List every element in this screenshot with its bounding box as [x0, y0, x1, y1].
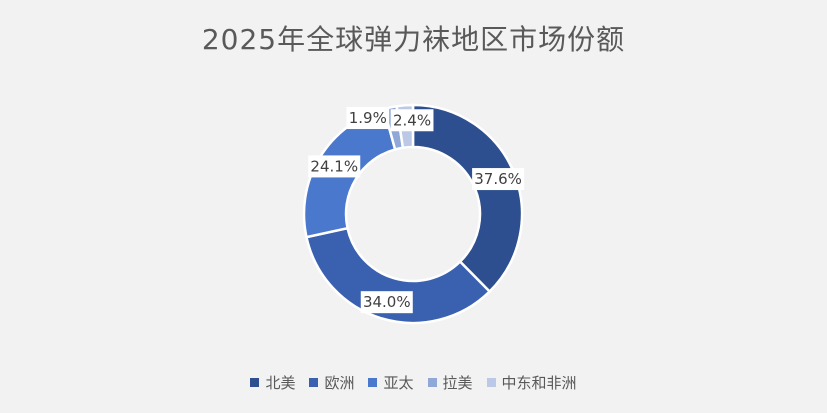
- legend-label: 欧洲: [324, 374, 355, 392]
- donut-slice-1: [411, 103, 524, 294]
- donut-slice-2: [304, 226, 492, 325]
- legend-item-1: 北美: [250, 372, 295, 393]
- legend-swatch: [368, 378, 378, 387]
- legend-swatch: [486, 378, 496, 387]
- legend: 北美 欧洲 亚太 拉美 中东和非洲: [0, 372, 827, 393]
- legend-swatch: [250, 378, 260, 387]
- data-label-4: 1.9%: [346, 107, 390, 130]
- legend-item-3: 亚太: [368, 372, 414, 393]
- legend-label: 拉美: [442, 374, 473, 392]
- svg-text:24.1%: 24.1%: [310, 157, 358, 175]
- legend-label: 北美: [265, 374, 296, 392]
- legend-swatch: [309, 378, 319, 387]
- legend-item-4: 拉美: [427, 372, 473, 393]
- svg-text:1.9%: 1.9%: [349, 109, 387, 127]
- svg-text:34.0%: 34.0%: [363, 293, 411, 311]
- chart-title: 2025年全球弹力袜地区市场份额: [201, 23, 626, 56]
- legend-item-5: 中东和非洲: [486, 372, 577, 393]
- data-label-1: 37.6%: [472, 168, 525, 191]
- data-label-2: 34.0%: [360, 291, 413, 314]
- legend-label: 亚太: [383, 374, 414, 392]
- data-label-5: 2.4%: [390, 109, 434, 132]
- svg-text:2.4%: 2.4%: [393, 111, 431, 129]
- legend-swatch: [427, 378, 437, 387]
- data-label-3: 24.1%: [308, 155, 361, 178]
- legend-label: 中东和非洲: [501, 374, 577, 392]
- svg-text:37.6%: 37.6%: [474, 170, 522, 188]
- legend-item-2: 欧洲: [309, 372, 354, 393]
